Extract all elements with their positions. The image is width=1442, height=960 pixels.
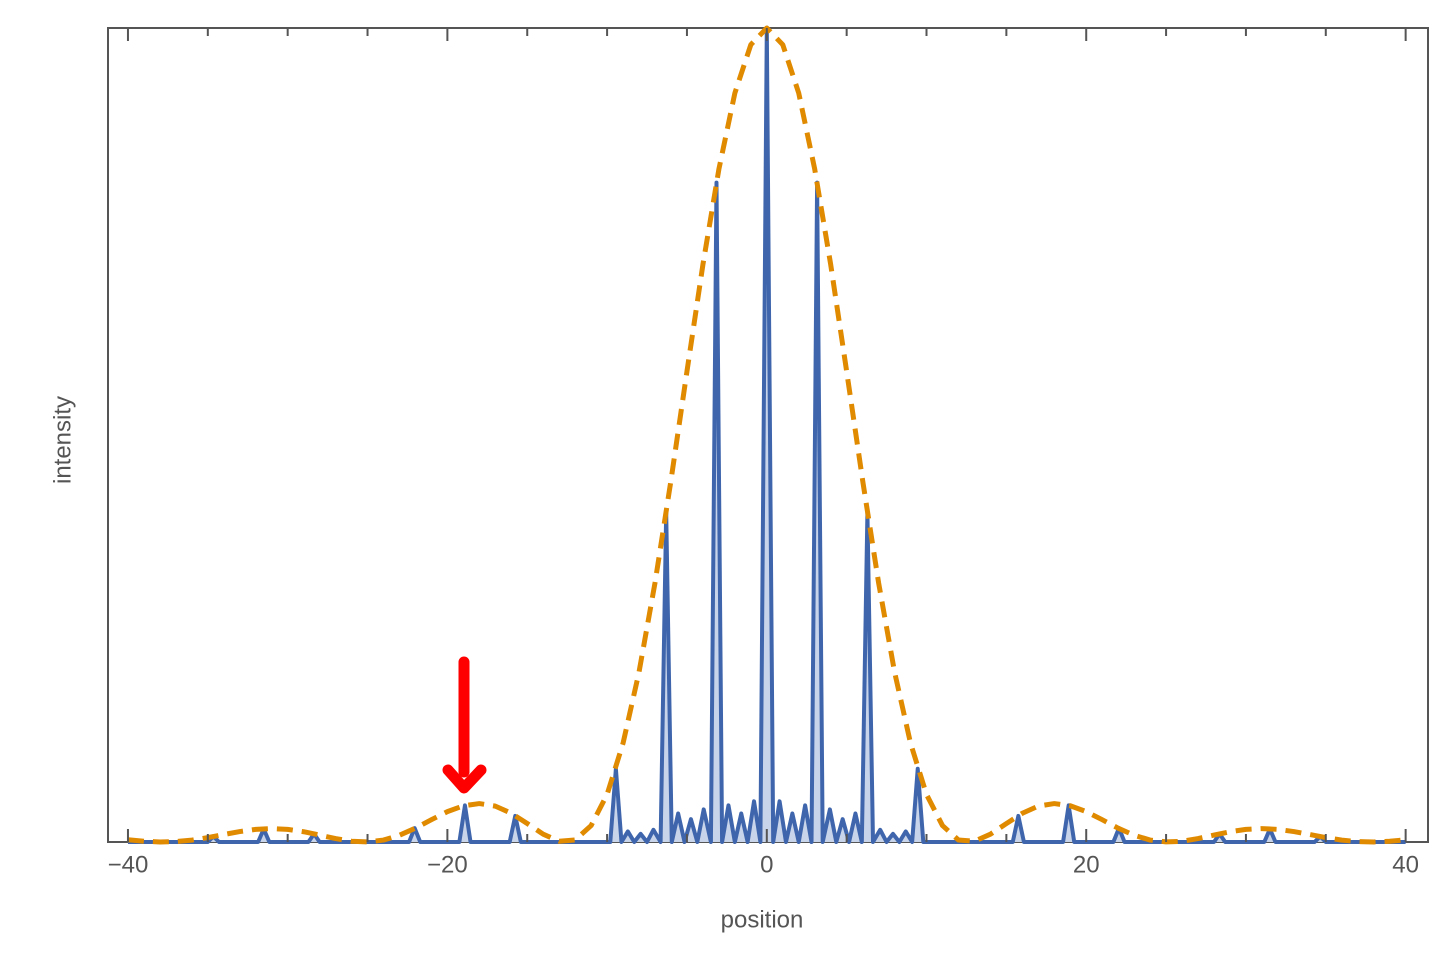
annotation-arrow [442,656,487,794]
x-axis-label: position [721,906,804,933]
x-tick-label: 20 [1073,851,1100,878]
arrow-head [442,764,487,794]
area-fill [127,28,1406,842]
y-axis-label: intensity [49,396,76,484]
x-tick-label: −40 [108,851,149,878]
x-tick-label: 0 [760,851,773,878]
x-tick-label: 40 [1392,851,1419,878]
x-tick-label: −20 [427,851,468,878]
plot-area [127,25,1406,845]
